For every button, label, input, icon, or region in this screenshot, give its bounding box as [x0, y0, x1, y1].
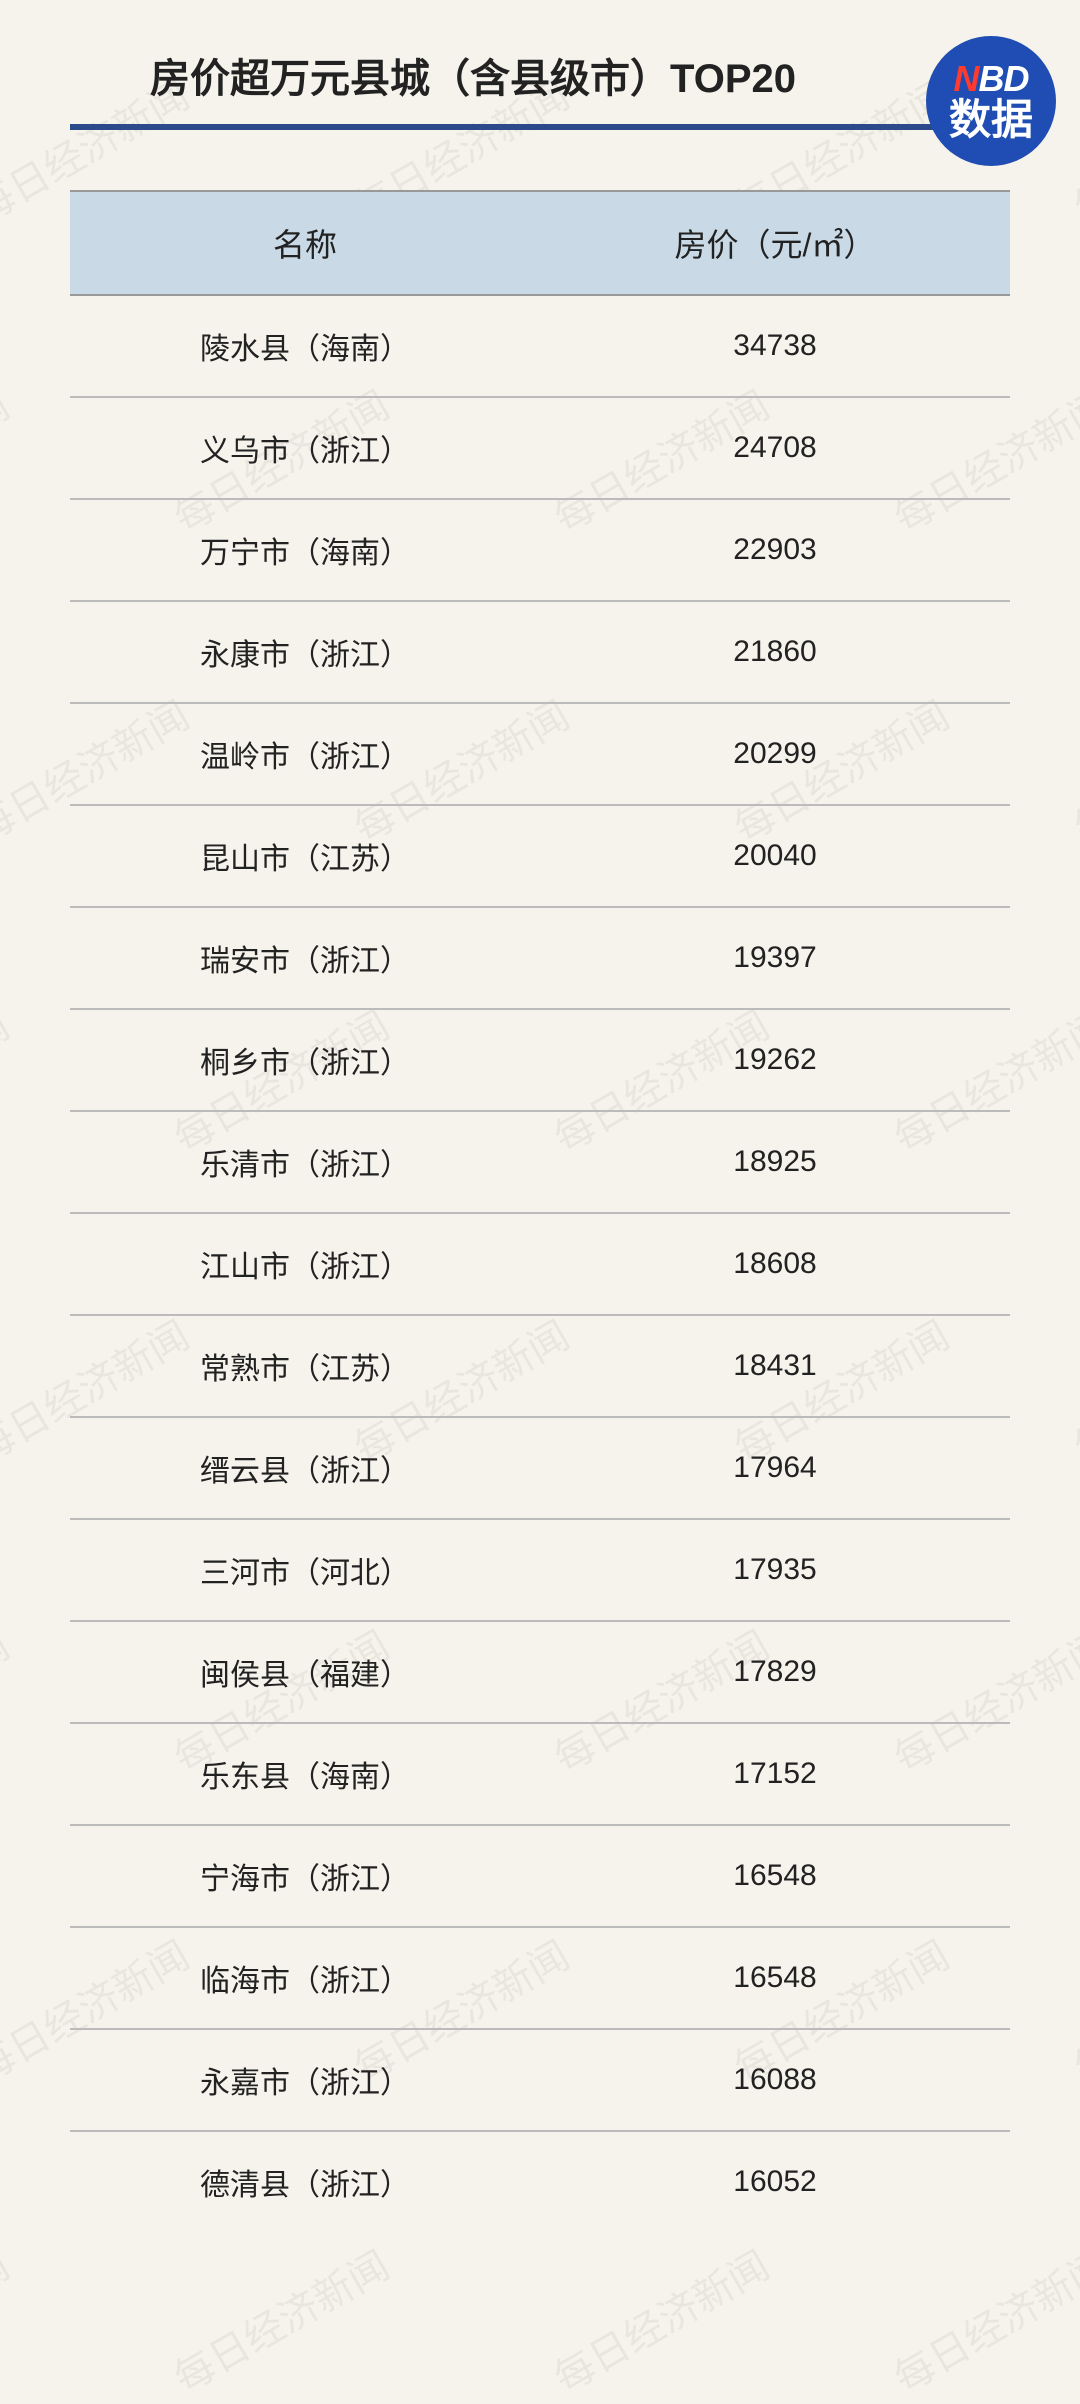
table-row: 昆山市（江苏）20040 [70, 805, 1010, 907]
cell-price: 16052 [540, 2131, 1010, 2232]
table-row: 江山市（浙江）18608 [70, 1213, 1010, 1315]
table-row: 缙云县（浙江）17964 [70, 1417, 1010, 1519]
cell-name: 瑞安市（浙江） [70, 907, 540, 1009]
header: 房价超万元县城（含县级市）TOP20 NBD 数据 [0, 0, 1080, 130]
cell-name: 临海市（浙江） [70, 1927, 540, 2029]
cell-price: 18431 [540, 1315, 1010, 1417]
cell-name: 三河市（河北） [70, 1519, 540, 1621]
cell-price: 24708 [540, 397, 1010, 499]
logo-letter-bd: BD [979, 58, 1029, 99]
title-rule [70, 124, 1010, 130]
cell-price: 17964 [540, 1417, 1010, 1519]
logo-line1: NBD [954, 61, 1029, 97]
cell-name: 宁海市（浙江） [70, 1825, 540, 1927]
cell-price: 17829 [540, 1621, 1010, 1723]
table-row: 临海市（浙江）16548 [70, 1927, 1010, 2029]
cell-name: 缙云县（浙江） [70, 1417, 540, 1519]
table-row: 万宁市（海南）22903 [70, 499, 1010, 601]
table-row: 乐清市（浙江）18925 [70, 1111, 1010, 1213]
cell-name: 江山市（浙江） [70, 1213, 540, 1315]
cell-name: 闽侯县（福建） [70, 1621, 540, 1723]
cell-price: 22903 [540, 499, 1010, 601]
table-row: 义乌市（浙江）24708 [70, 397, 1010, 499]
watermark-text: 每日经济新闻 [542, 2234, 779, 2404]
cell-price: 20299 [540, 703, 1010, 805]
watermark-text: 每日经济新闻 [1062, 684, 1080, 854]
table-row: 宁海市（浙江）16548 [70, 1825, 1010, 1927]
table-row: 永嘉市（浙江）16088 [70, 2029, 1010, 2131]
watermark-text: 每日经济新闻 [1062, 1304, 1080, 1474]
col-header-price: 房价（元/㎡） [540, 191, 1010, 295]
cell-price: 19397 [540, 907, 1010, 1009]
cell-price: 16548 [540, 1825, 1010, 1927]
cell-name: 常熟市（江苏） [70, 1315, 540, 1417]
table-row: 桐乡市（浙江）19262 [70, 1009, 1010, 1111]
cell-name: 德清县（浙江） [70, 2131, 540, 2232]
cell-name: 乐东县（海南） [70, 1723, 540, 1825]
watermark-text: 每日经济新闻 [0, 374, 18, 544]
cell-price: 34738 [540, 295, 1010, 397]
cell-name: 昆山市（江苏） [70, 805, 540, 907]
cell-name: 陵水县（海南） [70, 295, 540, 397]
table-header-row: 名称 房价（元/㎡） [70, 191, 1010, 295]
logo-letter-n: N [954, 58, 979, 99]
cell-price: 17935 [540, 1519, 1010, 1621]
cell-price: 16548 [540, 1927, 1010, 2029]
cell-name: 永嘉市（浙江） [70, 2029, 540, 2131]
cell-price: 18925 [540, 1111, 1010, 1213]
page-title: 房价超万元县城（含县级市）TOP20 [70, 46, 1010, 124]
price-table: 名称 房价（元/㎡） 陵水县（海南）34738义乌市（浙江）24708万宁市（海… [70, 190, 1010, 2232]
table-body: 陵水县（海南）34738义乌市（浙江）24708万宁市（海南）22903永康市（… [70, 295, 1010, 2232]
cell-name: 永康市（浙江） [70, 601, 540, 703]
table-row: 陵水县（海南）34738 [70, 295, 1010, 397]
cell-name: 桐乡市（浙江） [70, 1009, 540, 1111]
cell-price: 17152 [540, 1723, 1010, 1825]
cell-price: 19262 [540, 1009, 1010, 1111]
table-row: 温岭市（浙江）20299 [70, 703, 1010, 805]
table-row: 乐东县（海南）17152 [70, 1723, 1010, 1825]
cell-name: 乐清市（浙江） [70, 1111, 540, 1213]
table-row: 三河市（河北）17935 [70, 1519, 1010, 1621]
table-row: 闽侯县（福建）17829 [70, 1621, 1010, 1723]
cell-price: 20040 [540, 805, 1010, 907]
cell-price: 16088 [540, 2029, 1010, 2131]
table-row: 永康市（浙江）21860 [70, 601, 1010, 703]
cell-name: 万宁市（海南） [70, 499, 540, 601]
col-header-name: 名称 [70, 191, 540, 295]
table-row: 德清县（浙江）16052 [70, 2131, 1010, 2232]
logo-line2: 数据 [949, 99, 1033, 141]
table-row: 瑞安市（浙江）19397 [70, 907, 1010, 1009]
watermark-text: 每日经济新闻 [162, 2234, 399, 2404]
price-table-wrap: 名称 房价（元/㎡） 陵水县（海南）34738义乌市（浙江）24708万宁市（海… [70, 190, 1010, 2232]
watermark-text: 每日经济新闻 [0, 2234, 18, 2404]
cell-price: 18608 [540, 1213, 1010, 1315]
table-row: 常熟市（江苏）18431 [70, 1315, 1010, 1417]
nbd-logo-badge: NBD 数据 [926, 36, 1056, 166]
watermark-text: 每日经济新闻 [0, 994, 18, 1164]
watermark-text: 每日经济新闻 [1062, 1924, 1080, 2094]
cell-name: 义乌市（浙江） [70, 397, 540, 499]
cell-name: 温岭市（浙江） [70, 703, 540, 805]
watermark-text: 每日经济新闻 [0, 1614, 18, 1784]
cell-price: 21860 [540, 601, 1010, 703]
watermark-text: 每日经济新闻 [882, 2234, 1080, 2404]
